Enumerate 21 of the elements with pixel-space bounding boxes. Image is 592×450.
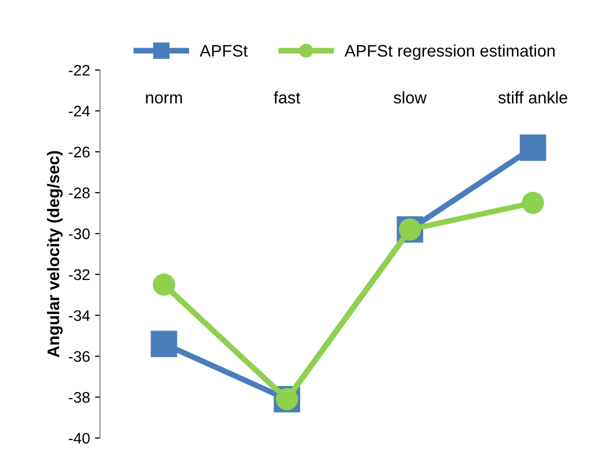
y-tick-label: -26 <box>68 146 90 158</box>
legend-label: APFSt regression estimation <box>344 44 555 60</box>
y-tick-label: -24 <box>68 106 90 116</box>
point <box>522 192 544 214</box>
x-tick-label: slow <box>394 91 427 104</box>
y-axis-title: Angular velocity (deg/sec) <box>47 151 63 358</box>
point <box>520 134 546 161</box>
y-tick-label: -36 <box>68 351 90 362</box>
y-tick-label: -32 <box>68 269 90 280</box>
y-tick-label: -22 <box>68 64 90 76</box>
y-tick-label: -38 <box>68 392 90 403</box>
x-tick-label: stiff ankle <box>498 91 568 104</box>
y-tick-label: -30 <box>68 228 90 240</box>
y-tick-label: -34 <box>68 310 90 322</box>
x-tick-label: fast <box>274 91 300 104</box>
point <box>152 274 176 296</box>
point <box>150 330 178 358</box>
legend-label: APFSt <box>200 44 248 57</box>
x-tick-label: norm <box>146 94 182 104</box>
y-tick-label: -40 <box>68 432 90 444</box>
y-tick-label: -28 <box>68 188 90 198</box>
